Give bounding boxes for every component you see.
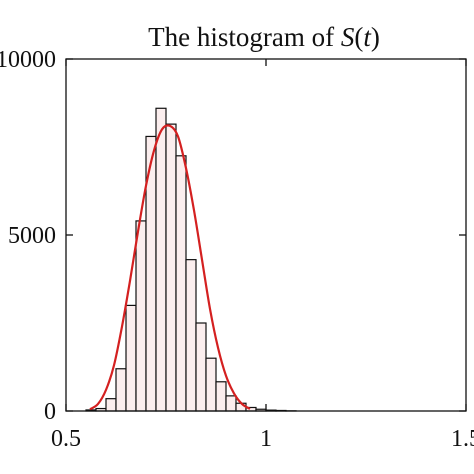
chart-title: The histogram of S(t) (148, 22, 380, 52)
axis-ticks (65, 58, 467, 412)
histogram-bar (185, 259, 197, 412)
y-tick-label: 10000 (0, 47, 56, 73)
histogram-bars (85, 107, 297, 412)
histogram-bar (125, 304, 137, 412)
fit-curve (89, 124, 251, 411)
x-tick-label: 1.5 (451, 426, 474, 452)
histogram-bar (225, 395, 237, 412)
y-tick-label: 5000 (8, 223, 56, 249)
chart-title-prefix: The histogram of (148, 22, 341, 52)
chart-title-arg: t (363, 22, 372, 52)
y-tick-label: 0 (44, 399, 56, 425)
x-tick-label: 1 (260, 426, 272, 452)
histogram-bar (165, 123, 177, 412)
chart-title-var: S (341, 22, 355, 52)
histogram-bar (105, 398, 117, 412)
histogram-bar (175, 155, 187, 412)
axis-tick-labels: 0.5 1 1.5 0 5000 10000 (0, 47, 474, 452)
chart-title-open: ( (354, 22, 363, 52)
x-tick-label: 0.5 (51, 426, 81, 452)
histogram-bar (205, 357, 217, 412)
histogram-bar (135, 220, 147, 412)
chart-title-close: ) (371, 22, 380, 52)
histogram-bar (215, 381, 227, 412)
histogram-bar (195, 322, 207, 412)
histogram-bar (115, 368, 127, 412)
histogram-bar (155, 107, 167, 412)
